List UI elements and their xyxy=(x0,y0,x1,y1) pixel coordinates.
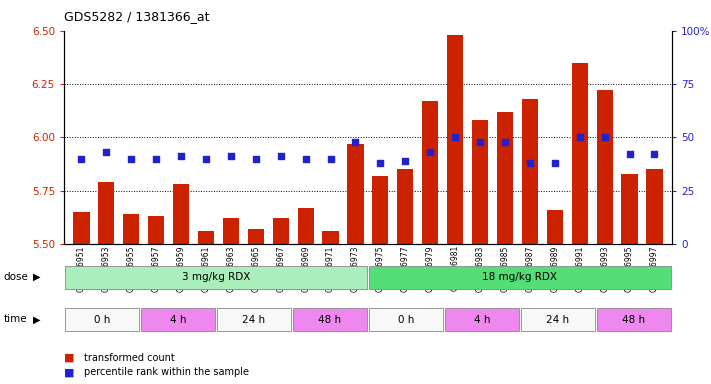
Point xyxy=(76,156,87,162)
Bar xyxy=(298,208,314,244)
Bar xyxy=(369,308,443,331)
Bar xyxy=(373,175,388,244)
Bar xyxy=(472,120,488,244)
Point xyxy=(101,149,112,155)
Bar xyxy=(646,169,663,244)
Point xyxy=(375,160,386,166)
Bar xyxy=(173,184,189,244)
Text: ▶: ▶ xyxy=(33,314,41,324)
Bar xyxy=(447,35,464,244)
Point xyxy=(225,153,237,159)
Text: percentile rank within the sample: percentile rank within the sample xyxy=(84,367,249,377)
Point xyxy=(250,156,262,162)
Point xyxy=(474,139,486,145)
Bar xyxy=(522,99,538,244)
Point xyxy=(624,151,635,157)
Text: dose: dose xyxy=(4,272,28,282)
Bar xyxy=(422,101,438,244)
Point xyxy=(325,156,336,162)
Point xyxy=(300,156,311,162)
Point xyxy=(449,134,461,140)
Bar xyxy=(397,169,413,244)
Text: 18 mg/kg RDX: 18 mg/kg RDX xyxy=(483,272,557,283)
Bar xyxy=(621,174,638,244)
Point xyxy=(424,149,436,155)
Text: transformed count: transformed count xyxy=(84,353,175,363)
Bar xyxy=(369,266,671,289)
Bar xyxy=(547,210,563,244)
Bar xyxy=(73,212,90,244)
Point xyxy=(201,156,212,162)
Text: 4 h: 4 h xyxy=(474,314,490,325)
Bar xyxy=(217,308,291,331)
Point xyxy=(549,160,560,166)
Text: 24 h: 24 h xyxy=(546,314,570,325)
Bar xyxy=(141,308,215,331)
Text: 3 mg/kg RDX: 3 mg/kg RDX xyxy=(182,272,250,283)
Text: ▶: ▶ xyxy=(33,272,41,282)
Bar xyxy=(98,182,114,244)
Bar xyxy=(497,112,513,244)
Point xyxy=(599,134,610,140)
Text: 24 h: 24 h xyxy=(242,314,265,325)
Point xyxy=(400,158,411,164)
Point xyxy=(126,156,137,162)
Point xyxy=(151,156,162,162)
Text: 48 h: 48 h xyxy=(622,314,646,325)
Bar xyxy=(293,308,367,331)
Point xyxy=(574,134,585,140)
Point xyxy=(176,153,187,159)
Text: ■: ■ xyxy=(64,353,75,363)
Point xyxy=(275,153,287,159)
Bar xyxy=(198,231,214,244)
Text: ■: ■ xyxy=(64,367,75,377)
Text: 4 h: 4 h xyxy=(170,314,186,325)
Bar xyxy=(247,229,264,244)
Bar xyxy=(65,308,139,331)
Bar xyxy=(445,308,519,331)
Bar xyxy=(597,308,671,331)
Bar xyxy=(521,308,595,331)
Bar xyxy=(572,63,588,244)
Point xyxy=(499,139,510,145)
Text: 0 h: 0 h xyxy=(94,314,110,325)
Text: 48 h: 48 h xyxy=(319,314,341,325)
Text: GDS5282 / 1381366_at: GDS5282 / 1381366_at xyxy=(64,10,210,23)
Bar xyxy=(323,231,338,244)
Text: time: time xyxy=(4,314,27,324)
Bar xyxy=(65,266,367,289)
Point xyxy=(648,151,660,157)
Bar xyxy=(148,216,164,244)
Point xyxy=(350,139,361,145)
Bar xyxy=(272,218,289,244)
Bar xyxy=(597,90,613,244)
Bar xyxy=(348,144,363,244)
Point xyxy=(524,160,535,166)
Bar xyxy=(223,218,239,244)
Bar xyxy=(123,214,139,244)
Text: 0 h: 0 h xyxy=(397,314,414,325)
